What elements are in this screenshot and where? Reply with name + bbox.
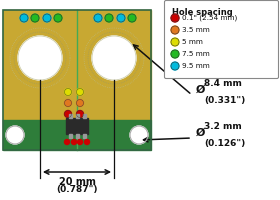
Circle shape: [117, 14, 125, 22]
Bar: [76, 134, 79, 138]
Circle shape: [78, 140, 83, 144]
Circle shape: [31, 14, 39, 22]
Circle shape: [76, 88, 83, 96]
Text: 3.2 mm: 3.2 mm: [204, 122, 242, 131]
Circle shape: [54, 14, 62, 22]
Circle shape: [105, 14, 113, 22]
Circle shape: [94, 14, 102, 22]
Bar: [3, 120, 151, 150]
Circle shape: [6, 126, 24, 144]
FancyBboxPatch shape: [165, 0, 279, 78]
Circle shape: [171, 26, 179, 34]
Circle shape: [171, 50, 179, 58]
Circle shape: [171, 14, 179, 22]
Circle shape: [128, 14, 136, 22]
Bar: [66, 118, 88, 134]
Circle shape: [85, 140, 90, 144]
Text: (0.331"): (0.331"): [204, 96, 245, 105]
Text: 7.5 mm: 7.5 mm: [182, 51, 210, 57]
Text: 8.4 mm: 8.4 mm: [204, 79, 242, 88]
Text: Hole spacing: Hole spacing: [172, 8, 233, 17]
Circle shape: [92, 36, 136, 80]
Text: (0.126"): (0.126"): [204, 139, 245, 148]
Bar: [76, 114, 79, 118]
Circle shape: [130, 126, 148, 144]
Bar: [3, 10, 151, 150]
Bar: [83, 134, 86, 138]
Text: 5 mm: 5 mm: [182, 39, 203, 45]
Circle shape: [76, 99, 83, 106]
Text: (0.787"): (0.787"): [56, 185, 98, 194]
Bar: [69, 134, 72, 138]
Circle shape: [64, 88, 71, 96]
Circle shape: [20, 14, 28, 22]
Circle shape: [171, 62, 179, 70]
Circle shape: [64, 99, 71, 106]
Text: Ø: Ø: [196, 85, 205, 95]
Circle shape: [64, 110, 71, 117]
Circle shape: [76, 110, 83, 117]
Text: Ø: Ø: [196, 128, 205, 138]
Circle shape: [71, 140, 76, 144]
Bar: [83, 114, 86, 118]
Bar: [3, 10, 151, 120]
Text: 0.1" (2.54 mm): 0.1" (2.54 mm): [182, 15, 237, 21]
Circle shape: [43, 14, 51, 22]
Text: 20 mm: 20 mm: [59, 177, 95, 187]
Bar: [69, 114, 72, 118]
Circle shape: [18, 36, 62, 80]
Text: 9.5 mm: 9.5 mm: [182, 63, 210, 69]
Circle shape: [171, 38, 179, 46]
Circle shape: [64, 140, 69, 144]
Text: 3.5 mm: 3.5 mm: [182, 27, 210, 33]
